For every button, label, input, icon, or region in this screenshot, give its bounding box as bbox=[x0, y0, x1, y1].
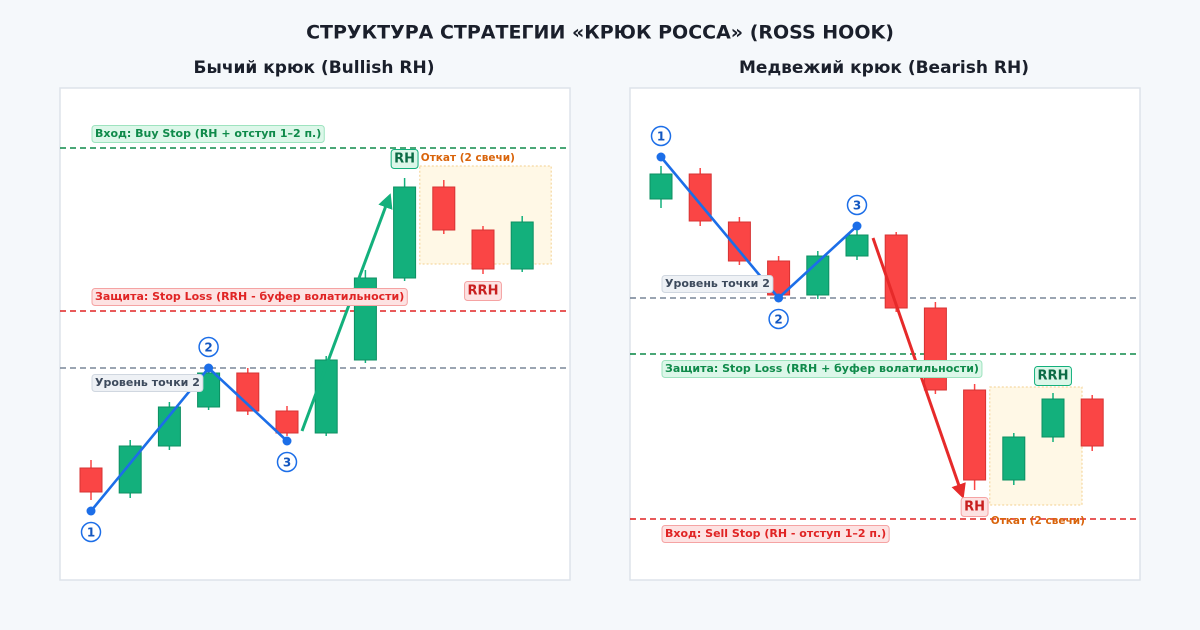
label-group: Уровень точки 2 bbox=[91, 374, 204, 392]
label-box bbox=[91, 288, 408, 306]
label: RH bbox=[394, 152, 415, 167]
candle-body bbox=[432, 186, 456, 231]
label-box bbox=[661, 360, 983, 378]
label: RRH bbox=[1038, 369, 1069, 384]
point-label: 3 bbox=[283, 456, 291, 470]
candle-body bbox=[963, 389, 987, 481]
label-group: Вход: Buy Stop (RH + отступ 1–2 п.) bbox=[91, 125, 325, 143]
swing-point bbox=[282, 436, 292, 446]
point-badge bbox=[768, 308, 789, 330]
point-label: 1 bbox=[87, 526, 95, 540]
label-box bbox=[960, 497, 989, 517]
candle-body bbox=[157, 406, 181, 447]
candle-body bbox=[510, 221, 534, 270]
point-label: 2 bbox=[204, 341, 212, 355]
label: Вход: Sell Stop (RH - отступ 1–2 п.) bbox=[665, 527, 886, 540]
panel bbox=[629, 87, 1141, 581]
swing-point bbox=[86, 506, 96, 516]
swing-point bbox=[204, 363, 214, 373]
point-badge bbox=[846, 194, 868, 216]
candle-body bbox=[845, 234, 869, 257]
point-badge bbox=[198, 336, 219, 358]
label: Уровень точки 2 bbox=[665, 277, 770, 290]
label-box bbox=[661, 525, 890, 543]
pullback-label: Откат (2 свечи) bbox=[421, 152, 515, 164]
point-label: 1 bbox=[657, 130, 665, 144]
label-group: Вход: Sell Stop (RH - отступ 1–2 п.) bbox=[661, 525, 890, 543]
swing-point bbox=[852, 221, 862, 231]
label: RH bbox=[964, 500, 985, 515]
label-box bbox=[1034, 366, 1072, 386]
label-group: Защита: Stop Loss (RRH - буфер волатильн… bbox=[91, 288, 408, 306]
candle-body bbox=[471, 229, 495, 270]
candle-body bbox=[649, 173, 673, 200]
candle-body bbox=[275, 410, 299, 434]
point-badge bbox=[650, 125, 672, 147]
label-group: RH bbox=[390, 149, 419, 169]
candle-body bbox=[1002, 436, 1026, 481]
label: Защита: Stop Loss (RRH + буфер волатильн… bbox=[665, 362, 979, 375]
label-group: RRH bbox=[464, 281, 502, 301]
swing-point bbox=[656, 152, 666, 162]
candle-body bbox=[79, 467, 103, 493]
panel-title: Медвежий крюк (Bearish RH) bbox=[739, 58, 1029, 78]
candle-body bbox=[1080, 398, 1104, 447]
point-label: 3 bbox=[853, 199, 861, 213]
label-group: RH bbox=[960, 497, 989, 517]
label-box bbox=[464, 281, 502, 301]
label-group: Защита: Stop Loss (RRH + буфер волатильн… bbox=[661, 360, 983, 378]
label: RRH bbox=[468, 284, 499, 299]
swing-point bbox=[774, 293, 784, 303]
label-group: Уровень точки 2 bbox=[661, 275, 774, 293]
point-label: 2 bbox=[774, 313, 782, 327]
pullback-label: Откат (2 свечи) bbox=[991, 515, 1085, 527]
label-box bbox=[91, 374, 204, 392]
label-group: RRH bbox=[1034, 366, 1072, 386]
page-title: СТРУКТУРА СТРАТЕГИИ «КРЮК РОССА» (ROSS H… bbox=[306, 22, 894, 44]
candle-body bbox=[236, 372, 260, 412]
label-box bbox=[661, 275, 774, 293]
candle-body bbox=[727, 221, 751, 262]
impulse-arrow bbox=[300, 193, 393, 432]
candle-body bbox=[884, 234, 908, 309]
candle-body bbox=[1041, 398, 1065, 438]
label-box bbox=[91, 125, 325, 143]
candle-body bbox=[314, 359, 338, 434]
point-badge bbox=[276, 451, 298, 473]
label: Уровень точки 2 bbox=[95, 376, 200, 389]
panel-title: Бычий крюк (Bullish RH) bbox=[194, 58, 435, 78]
point-badge bbox=[80, 521, 102, 543]
candle-body bbox=[393, 186, 417, 279]
label-box bbox=[390, 149, 419, 169]
label: Вход: Buy Stop (RH + отступ 1–2 п.) bbox=[95, 127, 321, 140]
label: Защита: Stop Loss (RRH - буфер волатильн… bbox=[95, 290, 404, 303]
